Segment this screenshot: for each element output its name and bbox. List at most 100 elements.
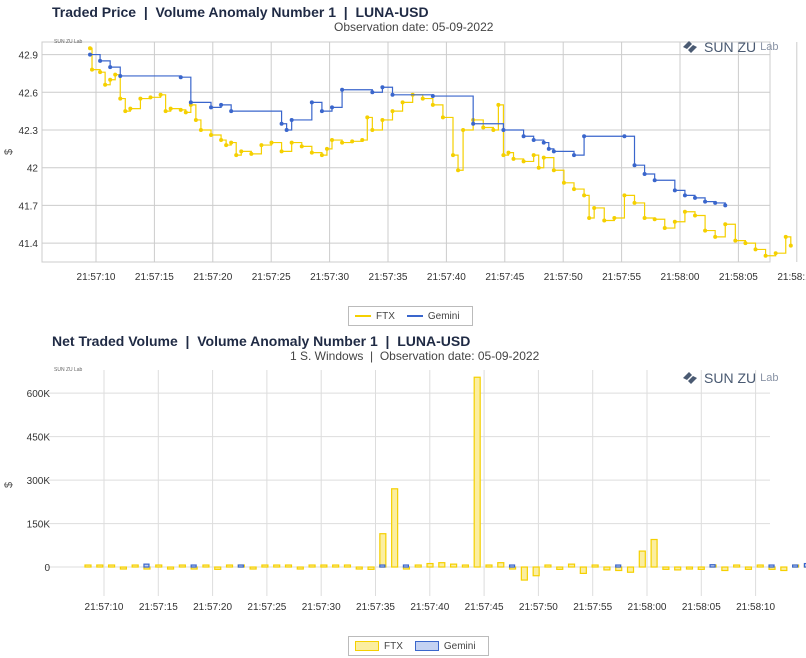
volume-bar-gemini — [768, 564, 775, 568]
gemini-swatch — [414, 641, 439, 651]
price-point-ftx — [531, 153, 536, 158]
price-point-ftx — [592, 205, 597, 210]
volume-bar-ftx — [391, 488, 399, 568]
volume-bar-ftx — [591, 564, 599, 568]
price-point-gemini — [521, 134, 526, 139]
price-point-ftx — [511, 156, 516, 161]
price-point-gemini — [703, 199, 708, 204]
price-point-gemini — [430, 94, 435, 99]
price-point-ftx — [224, 143, 229, 148]
volume-chart-title: Net Traded Volume | Volume Anomaly Numbe… — [52, 333, 471, 349]
price-point-ftx — [501, 153, 506, 158]
volume-bar-ftx — [343, 564, 352, 568]
price-point-ftx — [269, 140, 274, 145]
price-point-gemini — [188, 100, 193, 105]
price-point-ftx — [662, 226, 667, 231]
volume-bar-ftx — [626, 566, 635, 573]
price-point-ftx — [390, 109, 395, 114]
volume-bar-ftx — [119, 566, 127, 570]
price-point-ftx — [612, 216, 617, 220]
price-point-gemini — [380, 85, 385, 90]
price-point-ftx — [319, 153, 324, 158]
volume-logo: SUN ZU Lab — [680, 369, 778, 387]
volume-bar-ftx — [485, 564, 493, 568]
price-y-tick-label: 42.3 — [19, 126, 39, 137]
volume-bar-gemini — [508, 564, 516, 568]
legend-item-gemini[interactable]: Gemini — [414, 641, 476, 652]
price-point-ftx — [773, 251, 778, 256]
price-point-ftx — [713, 234, 718, 239]
volume-bar-ftx — [780, 566, 788, 572]
volume-chart-subtitle: 1 S. Windows | Observation date: 05-09-2… — [290, 349, 540, 363]
price-point-gemini — [652, 178, 657, 183]
price-point-ftx — [163, 109, 168, 114]
volume-bar-ftx — [697, 566, 705, 570]
volume-bar-ftx — [320, 564, 328, 568]
volume-bar-gemini — [402, 564, 410, 568]
volume-bar-ftx — [556, 566, 564, 570]
price-point-ftx — [289, 140, 294, 145]
price-point-ftx — [400, 100, 405, 105]
price-point-ftx — [440, 115, 445, 120]
price-point-gemini — [108, 65, 113, 70]
price-point-gemini — [229, 109, 234, 114]
price-point-ftx — [168, 106, 173, 111]
price-point-ftx — [128, 106, 133, 111]
price-point-ftx — [88, 46, 92, 51]
price-point-gemini — [546, 146, 551, 151]
volume-bar-ftx — [84, 564, 92, 568]
price-x-tick-label: 21:57:35 — [369, 272, 408, 283]
volume-bar-ftx — [131, 564, 139, 568]
volume-bar-ftx — [579, 566, 587, 574]
volume-bar-ftx — [426, 562, 434, 568]
price-point-ftx — [682, 209, 687, 214]
volume-bar-ftx — [756, 564, 764, 568]
volume-bar-ftx — [473, 376, 481, 568]
legend-label-ftx: FTX — [376, 310, 395, 322]
ftx-swatch — [355, 315, 371, 317]
price-x-tick-label: 21:57:10 — [77, 272, 116, 283]
price-point-gemini — [682, 193, 687, 198]
price-point-ftx — [602, 218, 607, 223]
price-point-ftx — [582, 193, 587, 198]
price-point-ftx — [672, 219, 677, 224]
volume-bar-ftx — [685, 566, 694, 570]
volume-bar-ftx — [249, 566, 257, 570]
volume-x-tick-label: 21:58:05 — [682, 602, 721, 613]
price-point-ftx — [743, 241, 748, 246]
legend-label-ftx: FTX — [384, 640, 403, 652]
volume-legend: FTX Gemini — [348, 636, 489, 656]
price-point-ftx — [309, 150, 314, 155]
price-point-gemini — [319, 109, 324, 114]
price-x-tick-label: 21:57:55 — [602, 272, 641, 283]
volume-bar-ftx — [674, 566, 682, 571]
price-point-gemini — [340, 87, 345, 92]
price-point-gemini — [632, 163, 637, 168]
legend-item-ftx[interactable]: FTX — [355, 641, 403, 652]
price-point-ftx — [723, 222, 728, 227]
volume-x-tick-label: 21:57:15 — [139, 602, 178, 613]
sunzu-logo-icon — [683, 41, 697, 53]
price-point-ftx — [551, 168, 556, 173]
logo-suffix: Lab — [760, 372, 779, 384]
price-point-gemini — [370, 90, 375, 95]
price-legend: FTX Gemini — [348, 306, 473, 326]
volume-x-tick-label: 21:57:40 — [410, 602, 449, 613]
volume-x-tick-label: 21:57:50 — [519, 602, 558, 613]
price-point-ftx — [118, 96, 123, 101]
volume-x-tick-label: 21:57:55 — [573, 602, 612, 613]
price-point-ftx — [360, 138, 365, 143]
volume-y-tick-label: 600K — [27, 389, 51, 400]
legend-item-gemini[interactable]: Gemini — [406, 311, 460, 322]
price-point-gemini — [642, 172, 647, 176]
legend-item-ftx[interactable]: FTX — [355, 311, 395, 322]
price-point-gemini — [88, 52, 92, 57]
price-point-ftx — [506, 150, 511, 155]
volume-y-tick-label: 450K — [27, 433, 51, 444]
price-point-ftx — [491, 128, 496, 132]
volume-bar-ftx — [166, 566, 175, 570]
price-point-ftx — [733, 238, 738, 243]
price-point-ftx — [456, 168, 461, 173]
volume-bar-ftx — [379, 533, 387, 568]
volume-bar-ftx — [461, 564, 469, 568]
